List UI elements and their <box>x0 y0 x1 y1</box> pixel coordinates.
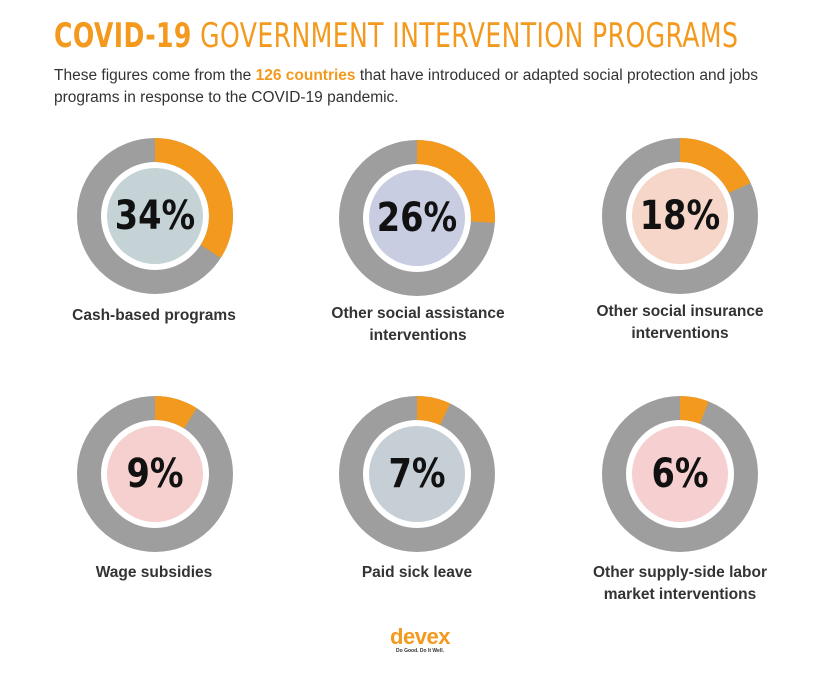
logo-tagline: Do Good. Do It Well. <box>396 648 444 654</box>
donut-chart-supply-side-labor: 6% <box>600 394 760 554</box>
logo-name: devex <box>390 624 450 649</box>
donut-percentage: 18% <box>639 193 721 239</box>
donut-value-arc <box>77 396 233 552</box>
cash-check-icon <box>107 168 203 264</box>
subtitle-text-before: These figures come from the <box>54 67 256 84</box>
subtitle-highlight: 126 countries <box>255 67 356 84</box>
donut-value-arc <box>77 138 233 294</box>
donut-percentage: 7% <box>388 451 446 497</box>
donut-value-arc <box>339 140 495 296</box>
donut-label: Cash-based programs <box>72 307 236 324</box>
donut-value-arc <box>602 138 758 294</box>
title-rest: GOVERNMENT INTERVENTION PROGRAMS <box>200 16 739 56</box>
umbrella-icon <box>632 168 728 264</box>
subtitle-text-after: that have introduced or adapted social p… <box>54 67 758 106</box>
donut-chart-social-insurance: 18% <box>600 136 760 296</box>
donut-ring <box>339 140 495 296</box>
donut-label: Paid sick leave <box>361 564 473 581</box>
donut-chart-wage-subsidies: 9% <box>75 394 235 554</box>
donut-value-arc <box>602 396 758 552</box>
donut-label: Other social insurance interventions <box>596 303 764 342</box>
wallet-icon <box>369 170 465 266</box>
donut-chart-paid-sick-leave: 7% <box>337 394 497 554</box>
donut-label: Other social assistance interventions <box>331 305 505 344</box>
sick-person-icon <box>369 426 465 522</box>
donut-ring <box>77 396 233 552</box>
money-hand-icon <box>632 426 728 522</box>
donut-percentage: 9% <box>126 451 184 497</box>
donut-percentage: 26% <box>376 195 458 241</box>
donut-ring <box>77 138 233 294</box>
handshake-icon <box>107 426 203 522</box>
donut-ring <box>602 396 758 552</box>
title-bold: COVID-19 <box>54 16 192 56</box>
donut-percentage: 6% <box>651 451 709 497</box>
donut-value-arc <box>339 396 495 552</box>
donut-ring <box>602 138 758 294</box>
devex-logo: devex Do Good. Do It Well. <box>380 624 460 655</box>
donut-label: Other supply-side labor market interventi… <box>593 564 767 603</box>
donut-chart-social-assistance: 26% <box>337 138 497 298</box>
donut-percentage: 34% <box>114 193 196 239</box>
page-title: COVID-19 GOVERNMENT INTERVENTION PROGRAM… <box>54 14 738 58</box>
donut-label: Wage subsidies <box>95 564 213 581</box>
donut-ring <box>339 396 495 552</box>
page-subtitle: These figures come from the 126 countrie… <box>54 65 794 109</box>
donut-chart-cash-based: 34% <box>75 136 235 296</box>
